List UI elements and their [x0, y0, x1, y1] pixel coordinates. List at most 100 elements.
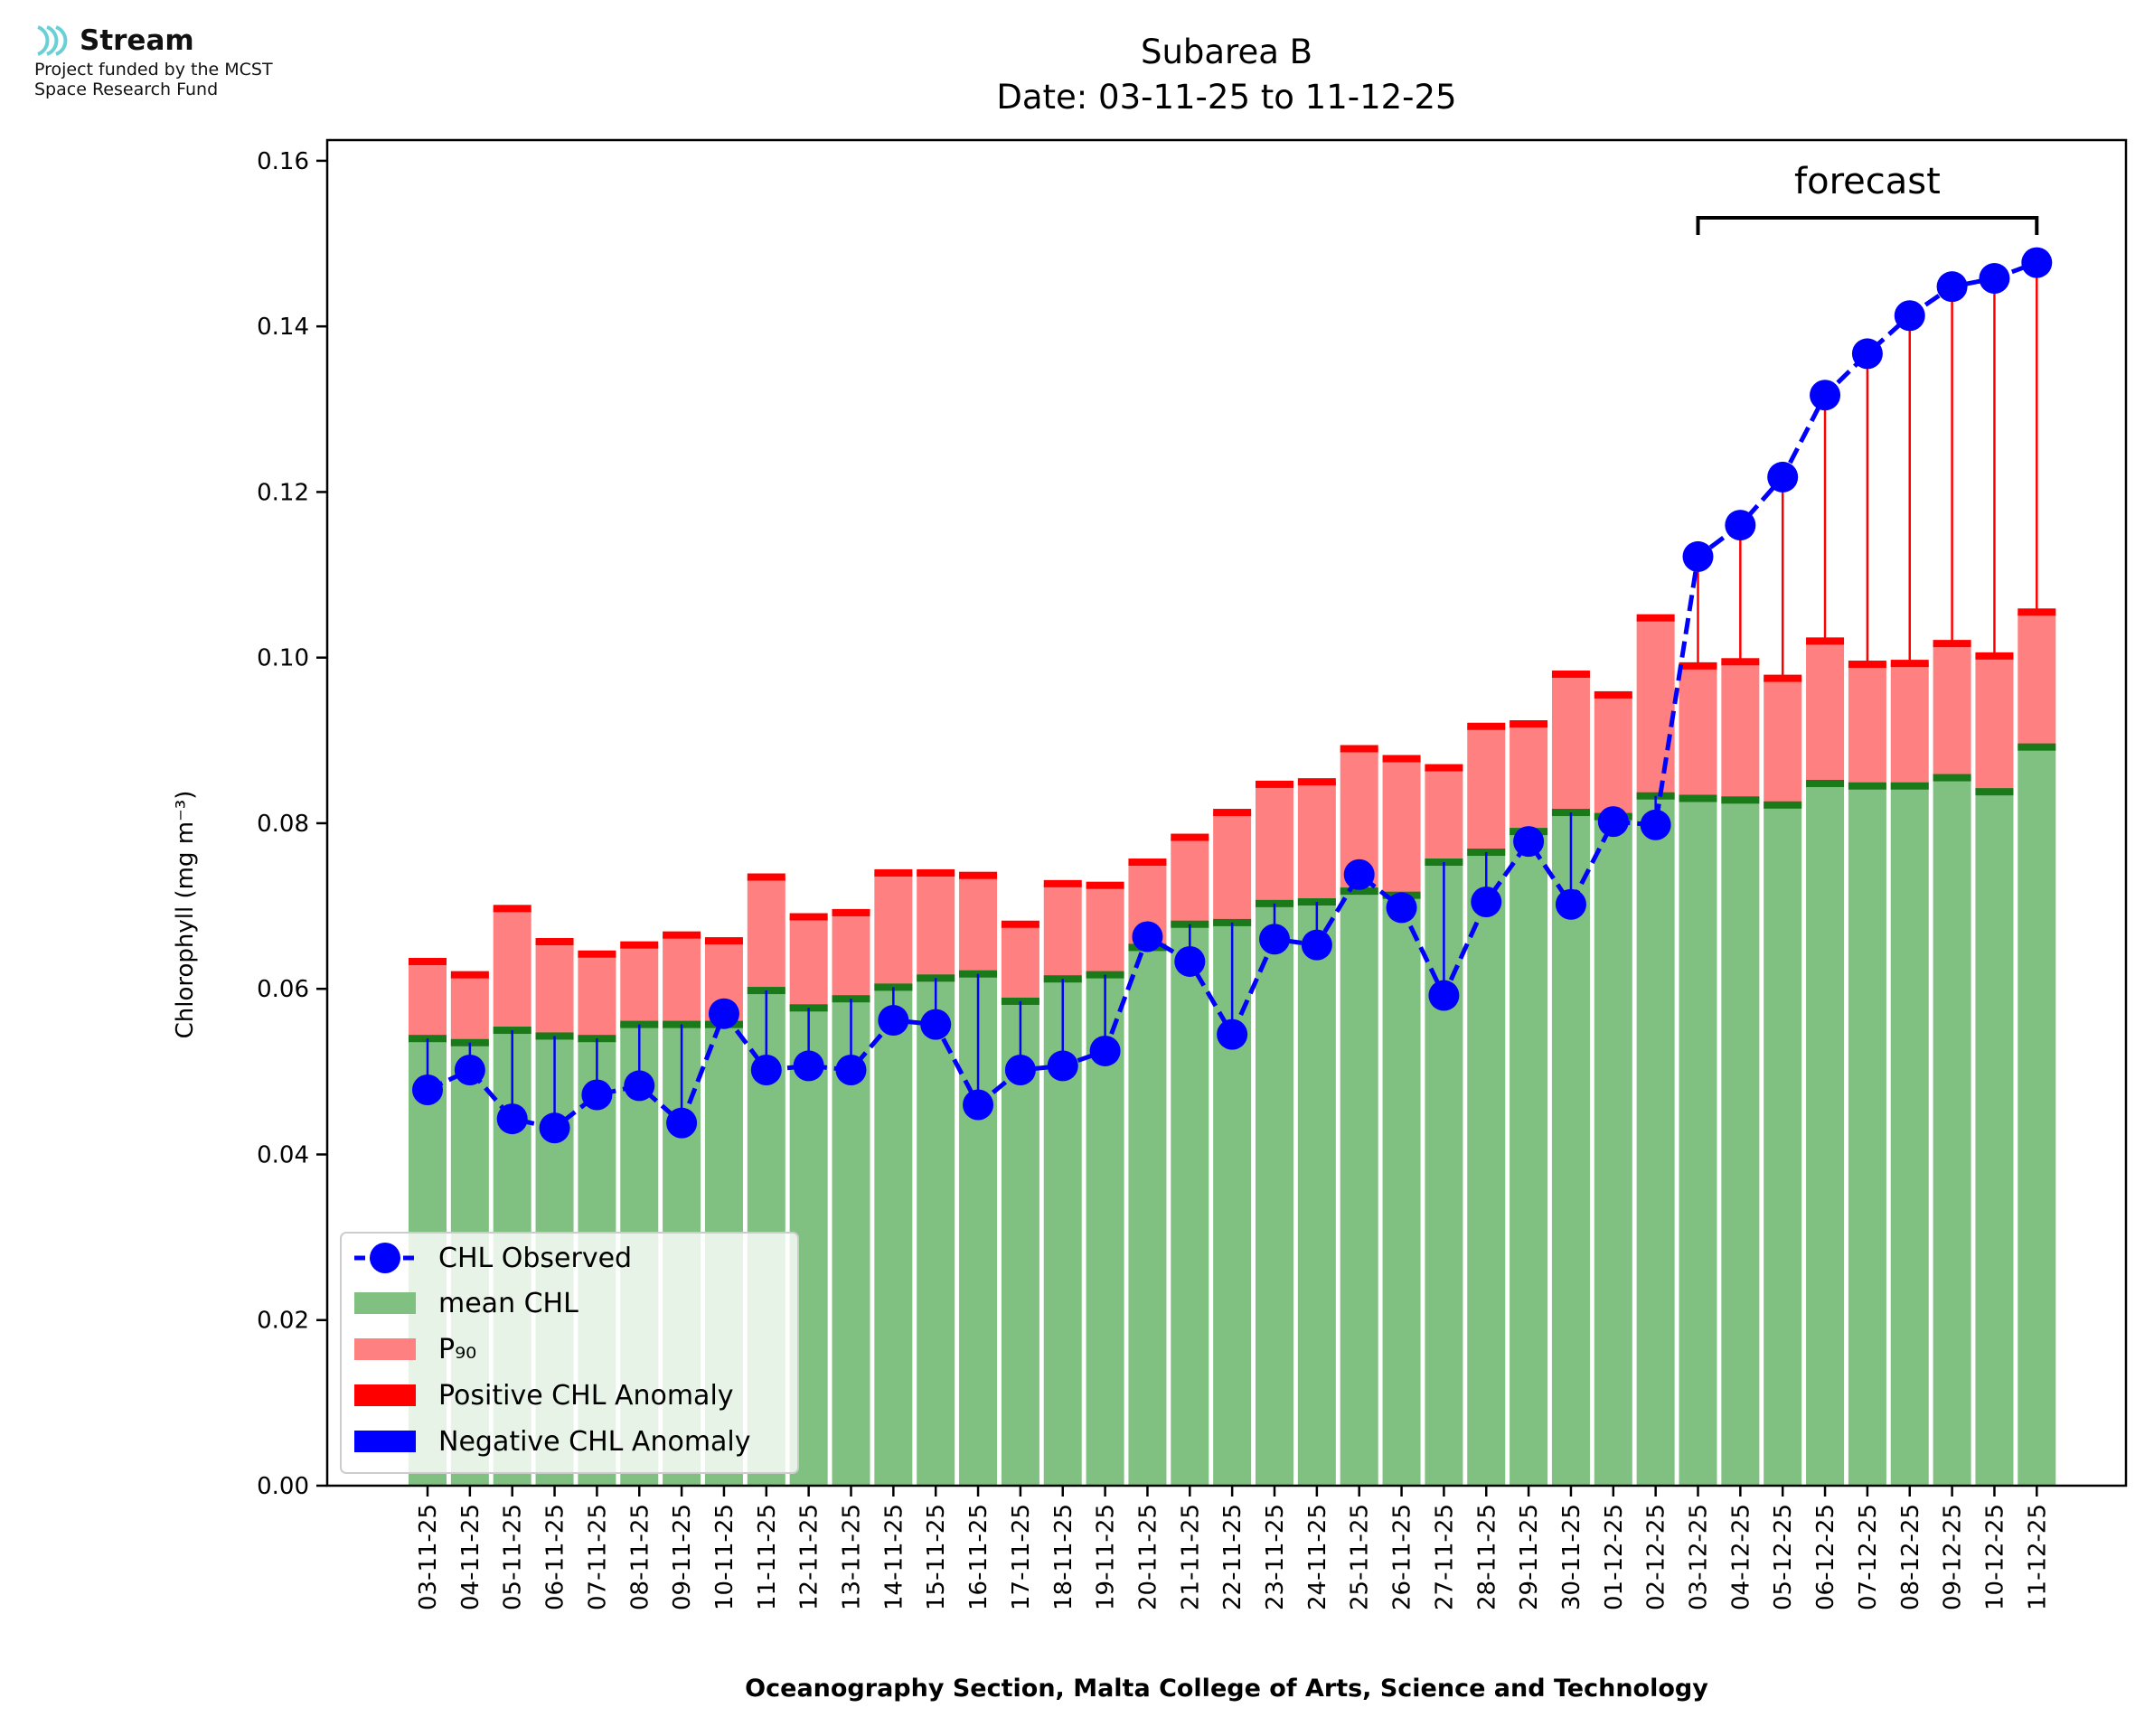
legend-mean-swatch [354, 1292, 416, 1314]
p90-bar [1551, 674, 1590, 813]
x-tick-label: 23-11-25 [1262, 1504, 1289, 1610]
p90-edge-marker [789, 913, 828, 921]
mean-chl-bar [1679, 798, 1717, 1486]
forecast-bracket [1696, 216, 2039, 235]
chl-observed-point [1640, 809, 1671, 840]
x-tick-label: 28-11-25 [1473, 1504, 1500, 1610]
p90-edge-marker [1425, 764, 1463, 772]
logo-subtitle-line1: Project funded by the MCST [34, 60, 273, 80]
stream-wave-icon [37, 25, 68, 56]
x-tick-label: 05-12-25 [1770, 1504, 1797, 1610]
chl-observed-point [835, 1055, 867, 1086]
y-tick-label: 0.06 [257, 976, 309, 1003]
x-tick-label: 03-12-25 [1686, 1504, 1713, 1610]
y-tick-label: 0.00 [257, 1473, 309, 1500]
p90-bar [1975, 655, 2014, 793]
mean-chl-bar [1721, 800, 1760, 1486]
p90-edge-marker [450, 971, 489, 979]
y-tick-label: 0.12 [257, 479, 309, 506]
chl-observed-point [1428, 980, 1460, 1011]
x-tick-label: 17-11-25 [1008, 1504, 1035, 1610]
p90-bar [409, 961, 447, 1039]
p90-bar [1848, 664, 1886, 786]
x-tick-label: 06-11-25 [542, 1504, 569, 1610]
mean-chl-bar [1128, 947, 1167, 1486]
chl-observed-point [412, 1074, 443, 1106]
chl-observed-point [2021, 247, 2053, 278]
chl-observed-point [539, 1112, 570, 1144]
chart-title: Subarea B [1141, 33, 1312, 71]
x-tick-label: 25-11-25 [1347, 1504, 1374, 1610]
p90-edge-marker [1297, 778, 1336, 786]
x-tick-label: 15-11-25 [923, 1504, 950, 1610]
x-tick-label: 27-11-25 [1431, 1504, 1458, 1610]
p90-bar [620, 944, 659, 1025]
x-tick-label: 11-11-25 [754, 1504, 781, 1610]
p90-edge-marker [1467, 722, 1506, 730]
chl-observed-point [708, 998, 739, 1029]
chl-observed-point [920, 1009, 952, 1040]
p90-edge-marker [493, 905, 531, 913]
chl-observed-point [1555, 888, 1586, 920]
chl-observed-point [1851, 338, 1883, 370]
p90-bar [832, 912, 870, 999]
p90-bar [1721, 662, 1760, 801]
mean-edge-marker [1848, 782, 1886, 790]
logo: Stream Project funded by the MCST Space … [34, 22, 273, 99]
x-tick-label: 04-11-25 [457, 1504, 484, 1610]
x-tick-label: 24-11-25 [1304, 1504, 1331, 1610]
legend-negative-swatch [354, 1431, 416, 1452]
p90-edge-marker [1001, 920, 1039, 928]
legend-label-p90: P₉₀ [438, 1334, 476, 1365]
chl-observed-point [666, 1107, 698, 1139]
legend-label-mean: mean CHL [438, 1288, 578, 1319]
chl-observed-point [1089, 1035, 1121, 1066]
x-tick-label: 07-11-25 [584, 1504, 611, 1610]
x-tick-label: 18-11-25 [1050, 1504, 1077, 1610]
chl-observed-point [1174, 945, 1206, 977]
p90-bar [1213, 812, 1252, 923]
p90-bar [959, 875, 998, 974]
p90-bar [789, 916, 828, 1009]
chl-observed-point [1259, 924, 1290, 955]
chl-observed-point [1047, 1050, 1078, 1082]
y-tick-label: 0.10 [257, 645, 309, 672]
chl-observed-point [1597, 806, 1629, 838]
chl-observed-point [1343, 859, 1375, 890]
x-tick-label: 12-11-25 [796, 1504, 823, 1610]
x-tick-label: 30-11-25 [1558, 1504, 1585, 1610]
chl-observed-point [750, 1055, 782, 1086]
p90-edge-marker [409, 957, 447, 965]
x-tick-label: 22-11-25 [1219, 1504, 1246, 1610]
x-tick-label: 19-11-25 [1093, 1504, 1120, 1610]
chl-observed-point [1767, 461, 1799, 493]
legend-label-observed: CHL Observed [438, 1243, 632, 1274]
x-tick-label: 08-11-25 [626, 1504, 654, 1610]
p90-bar [917, 872, 955, 979]
p90-bar [1679, 665, 1717, 799]
x-tick-label: 04-12-25 [1727, 1504, 1754, 1610]
chl-observed-point [581, 1079, 613, 1111]
x-axis-label: Oceanography Section, Malta College of A… [745, 1675, 1708, 1703]
legend-observed-swatch-marker [370, 1243, 400, 1273]
mean-chl-bar [917, 978, 955, 1486]
chart-subtitle: Date: 03-11-25 to 11-12-25 [996, 78, 1456, 117]
x-tick-label: 16-11-25 [965, 1504, 992, 1610]
p90-bar [1043, 883, 1082, 980]
p90-edge-marker [1382, 755, 1421, 763]
legend: CHL Observed mean CHL P₉₀ Positive CHL Anom… [340, 1232, 799, 1474]
p90-bar [1382, 758, 1421, 896]
mean-chl-bar [1510, 831, 1548, 1486]
p90-edge-marker [1128, 859, 1167, 867]
mean-chl-bar [1933, 777, 1971, 1486]
p90-edge-marker [1594, 690, 1632, 699]
chl-observed-point [1810, 380, 1841, 411]
p90-bar [535, 941, 574, 1037]
mean-edge-marker [1764, 801, 1802, 809]
chl-observed-point [1513, 826, 1545, 858]
p90-bar [1890, 663, 1929, 786]
mean-edge-marker [1721, 796, 1760, 804]
mean-chl-bar [1256, 903, 1293, 1486]
plot-frame [325, 138, 2128, 1487]
